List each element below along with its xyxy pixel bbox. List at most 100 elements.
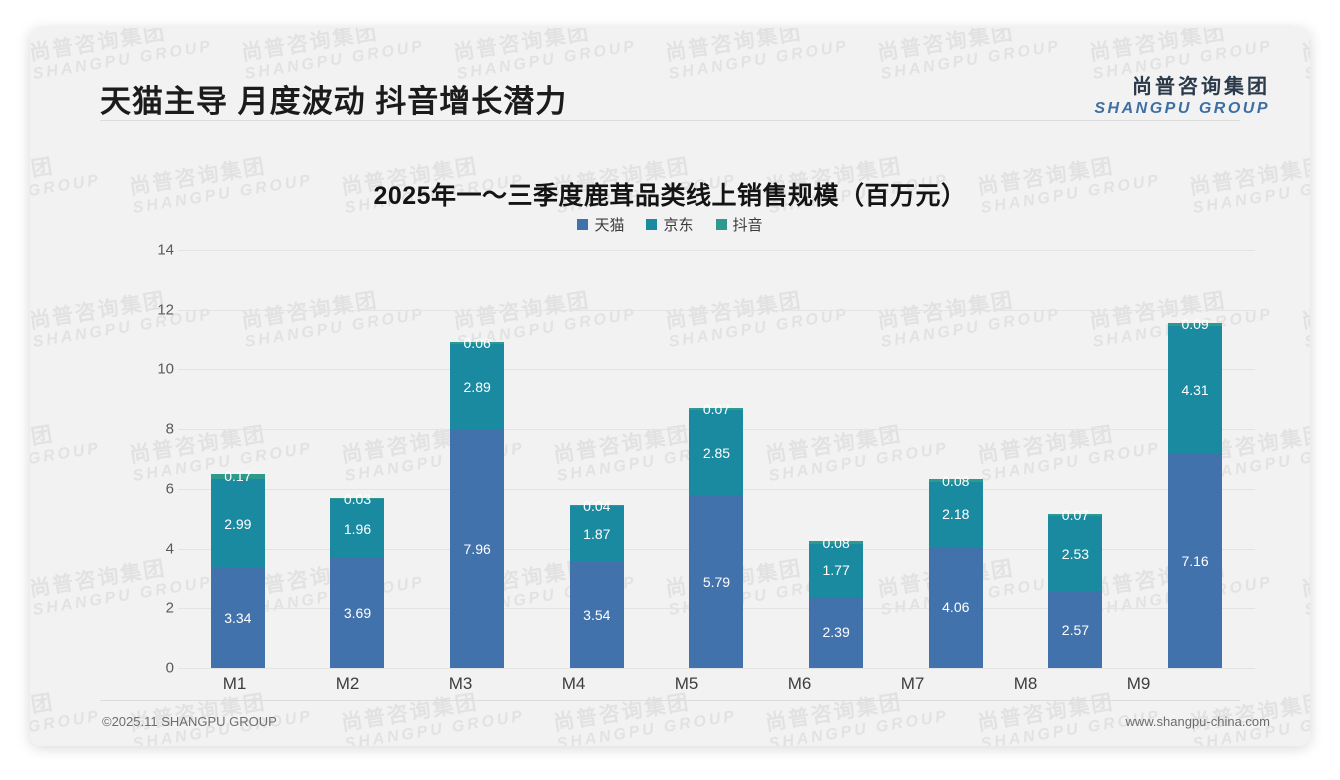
- bar-value-label: 4.31: [1181, 381, 1209, 398]
- x-axis-tick-M4: M4: [561, 674, 586, 693]
- bar-segment-天猫[interactable]: 4.06: [928, 546, 983, 668]
- bar-column-M8[interactable]: 2.57 2.53 0.07: [1021, 250, 1129, 668]
- legend-label: 天猫: [594, 217, 625, 234]
- bar-segment-京东[interactable]: 1.96: [330, 499, 385, 558]
- bar-value-label: 2.53: [1061, 545, 1090, 562]
- y-axis-tick: 2: [165, 599, 174, 617]
- slide-header: 天猫主导 月度波动 抖音增长潜力 尚普咨询集团 SHANGPU GROUP: [30, 28, 1310, 120]
- bar-segment-抖音[interactable]: 0.07: [689, 402, 744, 416]
- bar-segment-京东[interactable]: 4.31: [1168, 325, 1223, 455]
- bar-segment-天猫[interactable]: 3.69: [330, 557, 385, 668]
- bar-stack: 7.96 2.89 0.06: [450, 336, 505, 668]
- bar-value-label: 0.08: [822, 534, 850, 551]
- bar-value-label: 0.06: [463, 335, 491, 352]
- bar-stack: 2.57 2.53 0.07: [1048, 508, 1103, 668]
- brand-logo: 尚普咨询集团 SHANGPU GROUP: [1094, 76, 1270, 118]
- bar-segment-抖音[interactable]: 0.08: [809, 536, 864, 550]
- bar-value-label: 7.16: [1181, 553, 1209, 570]
- x-axis-tick-M2: M2: [335, 674, 360, 693]
- bar-value-label: 4.06: [942, 599, 970, 616]
- y-axis-tick: 0: [165, 659, 174, 677]
- bar-segment-抖音[interactable]: 0.04: [569, 499, 624, 513]
- legend-swatch-icon: [577, 219, 589, 230]
- bar-column-M2[interactable]: 3.69 1.96 0.03: [303, 250, 411, 668]
- x-axis-tick-M3: M3: [448, 674, 473, 693]
- legend-swatch-icon: [715, 219, 727, 230]
- bar-value-label: 0.09: [1181, 316, 1209, 333]
- legend-item-天猫[interactable]: 天猫: [577, 214, 624, 235]
- bar-stack: 7.16 4.31 0.09: [1168, 317, 1223, 668]
- bar-segment-抖音[interactable]: 0.07: [1048, 508, 1103, 522]
- bar-segment-京东[interactable]: 2.85: [689, 410, 744, 496]
- bar-segment-抖音[interactable]: 0.03: [330, 492, 385, 506]
- page-title: 天猫主导 月度波动 抖音增长潜力: [100, 84, 568, 119]
- bar-column-M5[interactable]: 5.79 2.85 0.07: [662, 250, 770, 668]
- bar-segment-天猫[interactable]: 2.57: [1048, 591, 1103, 668]
- y-axis-tick: 6: [165, 480, 174, 498]
- x-axis-tick-M1: M1: [222, 674, 247, 693]
- brand-logo-cn: 尚普咨询集团: [1132, 76, 1270, 98]
- y-axis-tick: 8: [165, 420, 174, 438]
- bar-segment-天猫[interactable]: 3.54: [569, 562, 624, 668]
- bar-column-M7[interactable]: 4.06 2.18 0.08: [902, 250, 1010, 668]
- bar-column-M9[interactable]: 7.16 4.31 0.09: [1141, 250, 1249, 668]
- bar-segment-抖音[interactable]: 0.08: [928, 474, 983, 488]
- bar-segment-抖音[interactable]: 0.09: [1168, 317, 1223, 331]
- bar-value-label: 0.08: [942, 472, 970, 489]
- y-axis-tick: 14: [157, 241, 174, 259]
- bar-segment-天猫[interactable]: 7.96: [450, 430, 505, 668]
- y-axis-tick: 12: [157, 301, 174, 319]
- bar-stack: 2.39 1.77 0.08: [809, 536, 864, 668]
- y-axis-tick: 10: [157, 360, 174, 378]
- bar-value-label: 7.96: [463, 541, 491, 558]
- bar-value-label: 2.57: [1061, 621, 1090, 638]
- bar-column-M4[interactable]: 3.54 1.87 0.04: [543, 250, 651, 668]
- bar-column-M3[interactable]: 7.96 2.89 0.06: [423, 250, 531, 668]
- x-axis-tick-M7: M7: [900, 674, 925, 693]
- bar-segment-天猫[interactable]: 7.16: [1168, 454, 1223, 668]
- bar-segment-京东[interactable]: 2.53: [1048, 515, 1103, 592]
- bar-column-M6[interactable]: 2.39 1.77 0.08: [782, 250, 890, 668]
- bar-segment-京东[interactable]: 2.18: [928, 481, 983, 547]
- bar-segment-天猫[interactable]: 2.39: [809, 596, 864, 668]
- gridline: [178, 250, 1255, 251]
- legend-item-抖音[interactable]: 抖音: [715, 214, 763, 235]
- slide-footer: ©2025.11 SHANGPU GROUP www.shangpu-china…: [30, 700, 1310, 746]
- legend-label: 京东: [663, 217, 694, 234]
- footer-website-link[interactable]: www.shangpu-china.com: [1125, 714, 1270, 729]
- bar-stack: 4.06 2.18 0.08: [928, 474, 983, 668]
- bar-segment-天猫[interactable]: 5.79: [689, 495, 744, 668]
- bar-value-label: 2.18: [942, 506, 970, 523]
- legend-item-京东[interactable]: 京东: [646, 214, 694, 235]
- bar-value-label: 3.34: [224, 610, 252, 627]
- chart-legend: 天猫 京东 抖音: [30, 214, 1310, 235]
- bar-value-label: 1.87: [583, 526, 611, 543]
- x-axis-tick-M5: M5: [674, 674, 699, 693]
- bar-segment-京东[interactable]: 2.89: [450, 344, 505, 431]
- slide-card: 尚普咨询集团 SHANGPU GROUP 尚普咨询集团 SHANGPU GROUP 尚普…: [30, 28, 1310, 746]
- bar-value-label: 3.69: [343, 604, 372, 621]
- bar-value-label: 2.39: [822, 624, 850, 641]
- gridline: [178, 668, 1255, 669]
- header-divider: [100, 120, 1240, 121]
- bar-column-M1[interactable]: 3.34 2.99 0.17: [184, 250, 292, 668]
- bar-value-label: 0.17: [224, 468, 252, 485]
- bar-segment-抖音[interactable]: 0.17: [210, 469, 265, 483]
- brand-logo-en: SHANGPU GROUP: [1094, 100, 1270, 117]
- bar-segment-京东[interactable]: 1.87: [569, 506, 624, 563]
- bar-segment-京东[interactable]: 2.99: [210, 479, 265, 569]
- bar-value-label: 0.07: [702, 401, 731, 418]
- bar-value-label: 2.89: [463, 379, 491, 396]
- gridline: [178, 309, 1255, 311]
- footer-copyright: ©2025.11 SHANGPU GROUP: [102, 714, 277, 729]
- bar-segment-抖音[interactable]: 0.06: [450, 336, 505, 350]
- bar-segment-京东[interactable]: 1.77: [809, 543, 864, 597]
- bar-segment-天猫[interactable]: 3.34: [210, 568, 265, 668]
- bar-stack: 3.34 2.99 0.17: [210, 469, 265, 668]
- x-axis-tick-M9: M9: [1126, 674, 1151, 693]
- footer-divider: [100, 700, 1240, 701]
- bar-stack: 5.79 2.85 0.07: [689, 402, 744, 668]
